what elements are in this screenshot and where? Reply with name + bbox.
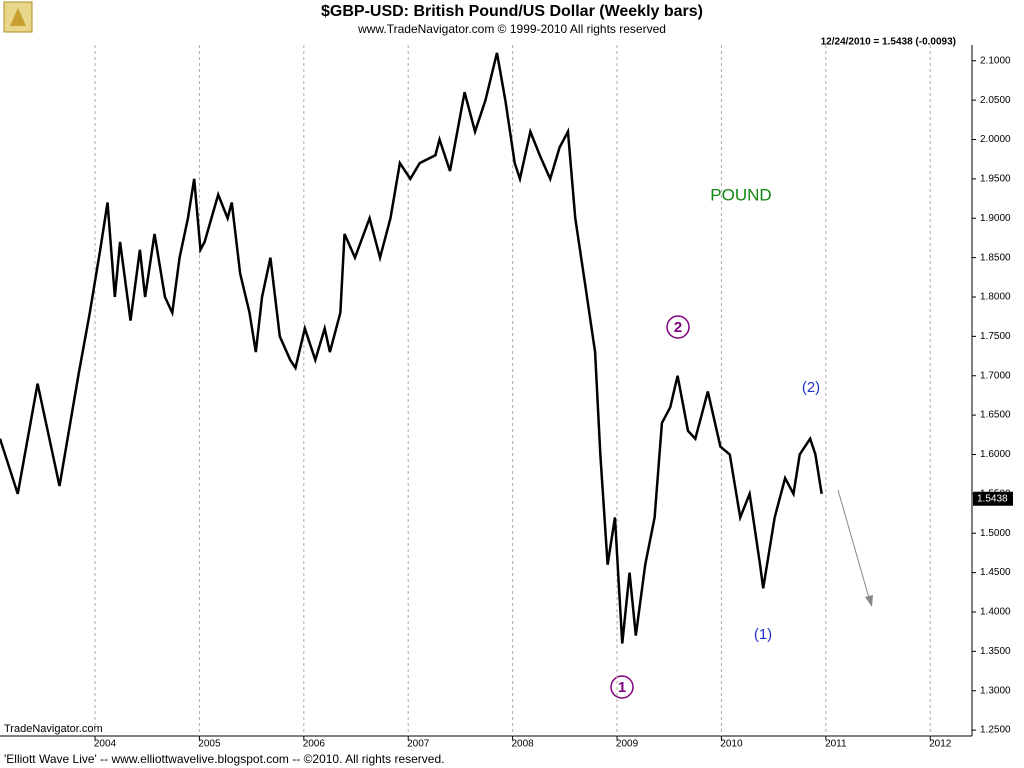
last-value-box [973,491,1013,506]
annotation: POUND [710,185,771,204]
x-tick-label: 2010 [720,739,743,750]
x-tick-label: 2007 [407,739,430,750]
y-tick-label: 1.7500 [980,331,1011,342]
annotation: (2) [802,379,820,396]
wave-circle [610,675,634,699]
y-tick-label: 2.0000 [980,134,1011,145]
chart-title: $GBP-USD: British Pound/US Dollar (Weekl… [321,3,703,20]
y-tick-label: 1.8000 [980,292,1011,303]
y-tick-label: 1.6000 [980,449,1011,460]
logo [3,1,33,33]
y-tick-label: 1.4500 [980,567,1011,578]
y-tick-label: 1.2500 [980,725,1011,736]
y-tick-label: 1.7000 [980,370,1011,381]
y-tick-label: 2.1000 [980,55,1011,66]
chart-subtitle: www.TradeNavigator.com © 1999-2010 All r… [357,22,666,36]
arrow [837,489,873,607]
y-tick-label: 1.6500 [980,410,1011,421]
x-tick-label: 2009 [616,739,639,750]
y-tick-label: 1.3000 [980,685,1011,696]
footer: 'Elliott Wave Live' -- www.elliottwaveli… [4,752,444,766]
x-tick-label: 2008 [511,739,534,750]
x-tick-label: 2012 [929,739,952,750]
x-tick-label: 2011 [825,739,847,750]
y-tick-label: 2.0500 [980,95,1011,106]
last-value-label: 1.5438 [977,493,1008,504]
annotation: 1 [618,679,626,696]
price-line [0,52,823,644]
last-info: 12/24/2010 = 1.5438 (-0.0093) [821,37,956,48]
y-tick-label: 1.3500 [980,646,1011,657]
y-tick-label: 1.4000 [980,607,1011,618]
x-tick-label: 2006 [303,739,326,750]
y-tick-label: 1.9500 [980,174,1011,185]
annotation: (1) [754,626,772,643]
y-tick-label: 1.9000 [980,213,1011,224]
source: TradeNavigator.com [4,723,103,735]
annotation: 2 [674,319,682,336]
wave-circle [666,315,690,339]
y-tick-label: 1.8500 [980,252,1011,263]
x-tick-label: 2005 [198,739,221,750]
y-tick-label: 1.5000 [980,528,1011,539]
x-tick-label: 2004 [94,739,117,750]
